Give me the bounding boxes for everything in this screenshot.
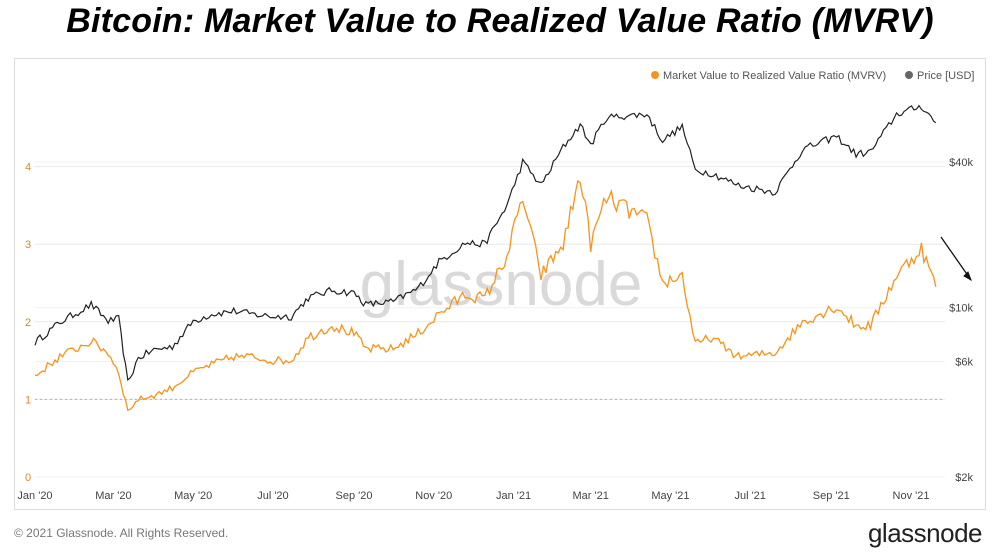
legend-price-marker	[905, 71, 913, 79]
left-tick-label: 4	[25, 162, 31, 174]
left-axis: 0 1 2 3 4	[25, 162, 31, 484]
right-tick-label: $10k	[949, 303, 973, 315]
x-tick-label: May '20	[174, 490, 212, 502]
legend: Market Value to Realized Value Ratio (MV…	[651, 70, 974, 82]
left-tick-label: 2	[25, 317, 31, 329]
x-tick-label: Jul '20	[257, 490, 288, 502]
right-tick-label: $6k	[955, 356, 973, 368]
x-tick-label: Jan '21	[496, 490, 531, 502]
x-tick-label: Nov '21	[893, 490, 930, 502]
x-tick-label: Jan '20	[17, 490, 52, 502]
left-tick-label: 0	[25, 472, 31, 484]
x-tick-label: May '21	[651, 490, 689, 502]
x-tick-label: Mar '20	[95, 490, 131, 502]
watermark: glassnode	[360, 250, 643, 319]
mvrv-series-line	[34, 179, 937, 412]
glassnode-logo: glassnode	[867, 518, 983, 548]
left-tick-label: 1	[25, 394, 31, 406]
right-tick-label: $40k	[949, 157, 973, 169]
legend-mvrv-marker	[651, 71, 659, 79]
x-axis: Jan '20 Mar '20 May '20 Jul '20 Sep '20 Nov '…	[17, 490, 929, 502]
grid	[35, 161, 945, 478]
chart-frame: glassnode 0 1 2 3 4 $2k $6k $10k $40k Jan '20 Ma…	[14, 58, 986, 510]
x-tick-label: Sep '21	[813, 490, 850, 502]
trend-arrow	[940, 236, 972, 282]
x-tick-label: Sep '20	[336, 490, 373, 502]
x-tick-label: Jul '21	[734, 490, 765, 502]
right-axis: $2k $6k $10k $40k	[949, 157, 973, 484]
legend-mvrv-label: Market Value to Realized Value Ratio (MV…	[663, 70, 886, 82]
right-tick-label: $2k	[955, 472, 973, 484]
legend-price-label: Price [USD]	[917, 70, 974, 82]
copyright-text: © 2021 Glassnode. All Rights Reserved.	[14, 526, 229, 540]
page-title: Bitcoin: Market Value to Realized Value …	[66, 2, 934, 40]
x-tick-label: Nov '20	[415, 490, 452, 502]
left-tick-label: 3	[25, 239, 31, 251]
price-series-line	[34, 104, 937, 382]
mvrv-chart: glassnode 0 1 2 3 4 $2k $6k $10k $40k Jan '20 Ma…	[17, 70, 974, 502]
x-tick-label: Mar '21	[573, 490, 609, 502]
